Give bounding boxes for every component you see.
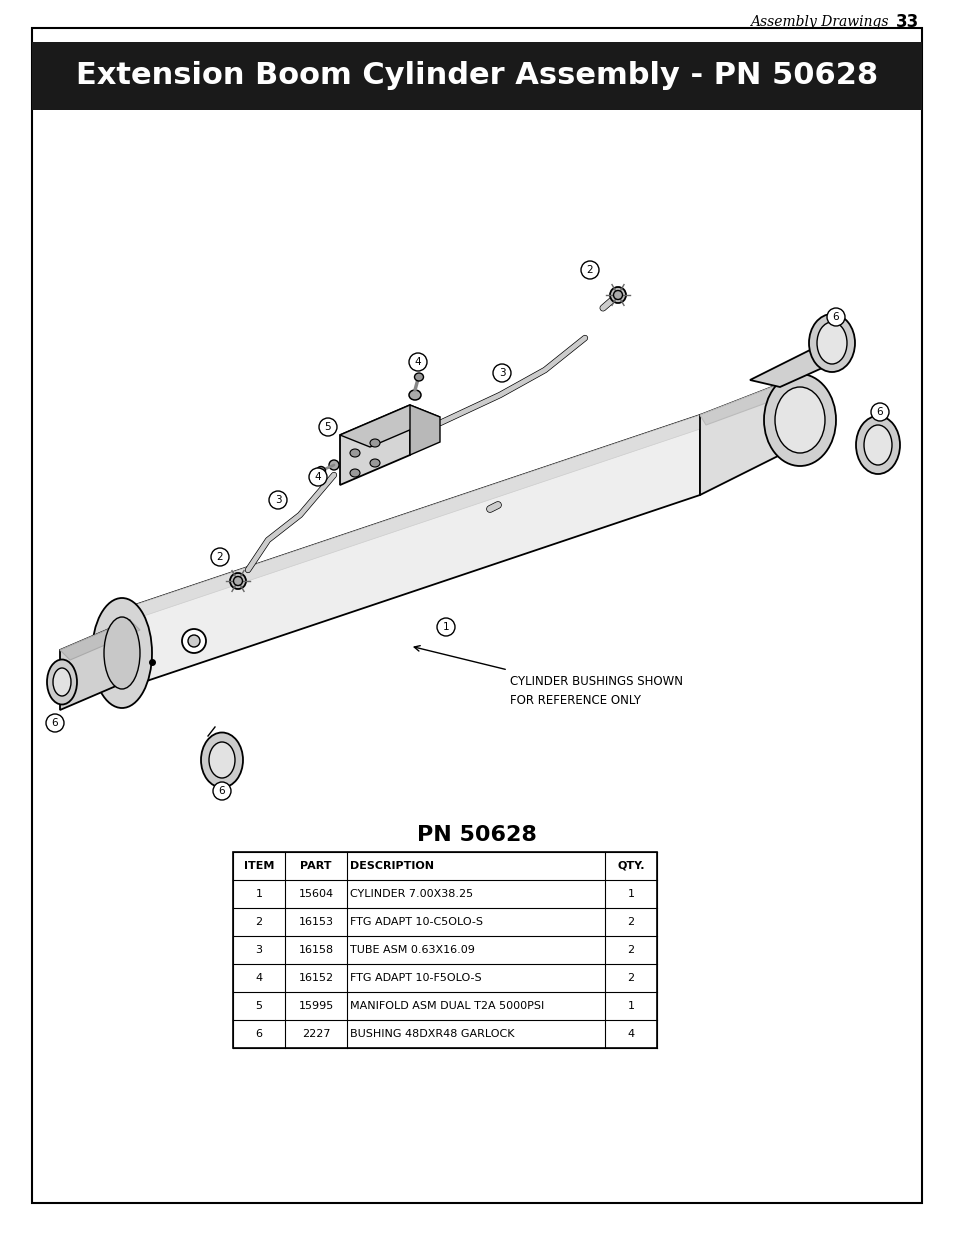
Ellipse shape xyxy=(350,450,359,457)
Text: 4: 4 xyxy=(255,973,262,983)
Text: ITEM: ITEM xyxy=(244,861,274,871)
Ellipse shape xyxy=(53,668,71,697)
Ellipse shape xyxy=(763,374,835,466)
Circle shape xyxy=(409,353,427,370)
Bar xyxy=(233,852,657,1049)
Ellipse shape xyxy=(329,459,338,471)
Polygon shape xyxy=(105,415,705,627)
Ellipse shape xyxy=(816,322,846,364)
Text: 6: 6 xyxy=(832,312,839,322)
Ellipse shape xyxy=(409,390,420,400)
Polygon shape xyxy=(410,405,439,454)
Text: 16153: 16153 xyxy=(298,918,334,927)
Text: 1: 1 xyxy=(627,1002,634,1011)
Ellipse shape xyxy=(808,314,854,372)
Text: 16152: 16152 xyxy=(298,973,334,983)
Circle shape xyxy=(318,417,336,436)
Text: 1: 1 xyxy=(627,889,634,899)
Ellipse shape xyxy=(104,618,140,689)
Text: 3: 3 xyxy=(274,495,281,505)
Text: 5: 5 xyxy=(255,1002,262,1011)
Text: 33: 33 xyxy=(895,14,919,31)
Polygon shape xyxy=(339,405,439,447)
Ellipse shape xyxy=(370,459,379,467)
Ellipse shape xyxy=(609,287,625,303)
Circle shape xyxy=(213,782,231,800)
Text: 2: 2 xyxy=(586,266,593,275)
Circle shape xyxy=(188,635,200,647)
Ellipse shape xyxy=(209,742,234,778)
Ellipse shape xyxy=(316,467,325,475)
Polygon shape xyxy=(60,620,140,659)
Text: 15604: 15604 xyxy=(298,889,334,899)
Text: PN 50628: PN 50628 xyxy=(416,825,537,845)
Text: 2: 2 xyxy=(627,973,634,983)
Ellipse shape xyxy=(47,659,77,704)
Ellipse shape xyxy=(350,469,359,477)
Text: 2: 2 xyxy=(627,918,634,927)
Text: 3: 3 xyxy=(255,945,262,955)
Circle shape xyxy=(182,629,206,653)
Text: 2: 2 xyxy=(255,918,262,927)
Ellipse shape xyxy=(863,425,891,466)
Text: 6: 6 xyxy=(255,1029,262,1039)
Text: FTG ADAPT 10-C5OLO-S: FTG ADAPT 10-C5OLO-S xyxy=(350,918,482,927)
Text: FTG ADAPT 10-F5OLO-S: FTG ADAPT 10-F5OLO-S xyxy=(350,973,481,983)
Ellipse shape xyxy=(370,438,379,447)
Text: 3: 3 xyxy=(498,368,505,378)
Text: 1: 1 xyxy=(442,622,449,632)
Bar xyxy=(32,42,921,110)
Text: PART: PART xyxy=(300,861,332,871)
Circle shape xyxy=(436,618,455,636)
Text: 2: 2 xyxy=(627,945,634,955)
Polygon shape xyxy=(700,380,795,425)
Circle shape xyxy=(826,308,844,326)
Circle shape xyxy=(269,492,287,509)
Polygon shape xyxy=(60,620,130,710)
Text: CYLINDER 7.00X38.25: CYLINDER 7.00X38.25 xyxy=(350,889,473,899)
Polygon shape xyxy=(700,380,789,495)
Text: 2: 2 xyxy=(216,552,223,562)
Text: DESCRIPTION: DESCRIPTION xyxy=(350,861,434,871)
Circle shape xyxy=(580,261,598,279)
Ellipse shape xyxy=(414,373,423,382)
Ellipse shape xyxy=(613,290,622,300)
Text: 5: 5 xyxy=(324,422,331,432)
Ellipse shape xyxy=(230,573,246,589)
Circle shape xyxy=(46,714,64,732)
Circle shape xyxy=(211,548,229,566)
Ellipse shape xyxy=(201,732,243,788)
Text: 6: 6 xyxy=(876,408,882,417)
Text: 1: 1 xyxy=(255,889,262,899)
Text: 4: 4 xyxy=(627,1029,634,1039)
Text: 4: 4 xyxy=(415,357,421,367)
Polygon shape xyxy=(105,415,700,695)
Text: 16158: 16158 xyxy=(298,945,334,955)
Ellipse shape xyxy=(233,577,242,585)
Text: 6: 6 xyxy=(51,718,58,727)
Polygon shape xyxy=(339,405,410,485)
Text: MANIFOLD ASM DUAL T2A 5000PSI: MANIFOLD ASM DUAL T2A 5000PSI xyxy=(350,1002,543,1011)
Text: CYLINDER BUSHINGS SHOWN
FOR REFERENCE ONLY: CYLINDER BUSHINGS SHOWN FOR REFERENCE ON… xyxy=(510,676,682,706)
Text: QTY.: QTY. xyxy=(617,861,644,871)
Circle shape xyxy=(493,364,511,382)
Ellipse shape xyxy=(855,416,899,474)
Polygon shape xyxy=(749,345,840,387)
Text: BUSHING 48DXR48 GARLOCK: BUSHING 48DXR48 GARLOCK xyxy=(350,1029,514,1039)
Text: 4: 4 xyxy=(314,472,321,482)
Text: 2227: 2227 xyxy=(301,1029,330,1039)
Circle shape xyxy=(309,468,327,487)
Text: TUBE ASM 0.63X16.09: TUBE ASM 0.63X16.09 xyxy=(350,945,475,955)
Text: 15995: 15995 xyxy=(298,1002,334,1011)
Text: Assembly Drawings: Assembly Drawings xyxy=(749,15,887,28)
Ellipse shape xyxy=(774,387,824,453)
Ellipse shape xyxy=(91,598,152,708)
Text: Extension Boom Cylinder Assembly - PN 50628: Extension Boom Cylinder Assembly - PN 50… xyxy=(76,62,877,90)
Text: 6: 6 xyxy=(218,785,225,797)
Circle shape xyxy=(870,403,888,421)
